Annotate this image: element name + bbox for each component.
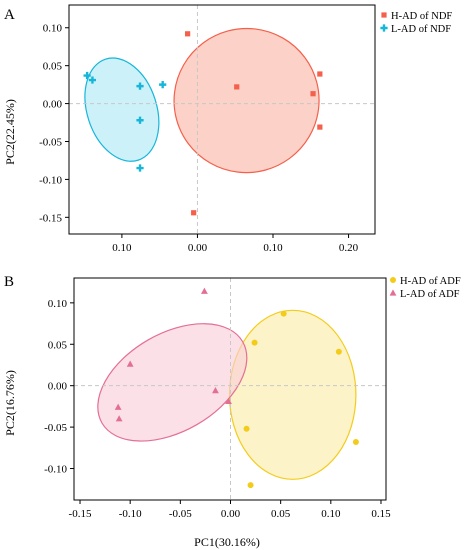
panel-a-series-0-point-4: [317, 124, 323, 130]
panel-a-x-tick-label-1: 0.00: [188, 242, 208, 254]
panel-b-series-1-point-1: [126, 360, 134, 367]
panel-a-y-tick-label-2: -0.05: [39, 136, 62, 148]
panel-b-legend-label-l-ad: L-AD of ADF: [400, 289, 460, 300]
panel-b-x-tick-label-1: -0.10: [119, 508, 142, 520]
panel-a: 0.10 0.00 0.10 0.20 -0.15 -0.10 -0.05 0.00 0.05 0…: [3, 4, 452, 254]
panel-b-legend-marker-1: [389, 289, 397, 296]
panel-b-y-axis-title: PC2(16.76%): [3, 370, 17, 436]
panel-a-legend-marker-1: [380, 24, 388, 32]
panel-b-x-tick-label-2: -0.05: [169, 508, 192, 520]
panel-a-y-tick-label-5: 0.10: [43, 23, 63, 35]
panel-b-x-tick-label-4: 0.05: [271, 508, 291, 520]
panel-b-series-1-point-4: [114, 403, 122, 410]
panel-a-series-0-point-0: [185, 31, 191, 37]
panel-a-series-1-point-4: [136, 116, 144, 124]
panel-b-x-axis-title: PC1(30.16%): [194, 535, 260, 549]
panel-a-series-0-point-1: [234, 84, 240, 90]
panel-b-letter: B: [4, 274, 14, 290]
panel-b-y-tick-label-0: -0.10: [44, 464, 67, 476]
panel-b-series-0-point-0: [280, 310, 287, 317]
panel-a-x-tick-label-2: 0.10: [263, 242, 283, 254]
panel-a-y-tick-label-1: -0.10: [39, 174, 62, 186]
panel-b-series-0-point-3: [243, 425, 250, 432]
panel-a-plot-frame: [68, 4, 376, 235]
panel-a-y-axis-title: PC2(22.45%): [3, 99, 17, 165]
panel-a-series-1-point-0: [83, 71, 91, 80]
panel-b-series-1-point-5: [115, 415, 123, 422]
panel-b-x-tick-label-5: 0.10: [321, 508, 341, 520]
panel-a-series-0-point-2: [310, 91, 316, 97]
panel-b-series-0-point-2: [335, 348, 342, 355]
panel-b-plot-area: -0.15 -0.10 -0.05 0.00 0.05 0.10 0.15 -0.10 -0.0…: [44, 277, 391, 520]
panel-b-legend-item-h-ad: H-AD of ADF: [390, 276, 461, 287]
panel-b-legend-symbol-1: [389, 289, 397, 296]
panel-a-legend-label-l-ad: L-AD of NDF: [391, 24, 451, 35]
panel-b-x-tick-label-3: 0.00: [221, 508, 241, 520]
panel-b-series-0-point-4: [352, 439, 359, 446]
panel-b-confidence-ellipse-0: [228, 309, 357, 480]
panel-a-confidence-ellipse-1: [84, 57, 160, 162]
panel-a-legend-symbol-0: [381, 12, 387, 18]
panel-a-series-0-point-3: [317, 71, 323, 77]
panel-a-series-0-point-5: [191, 210, 197, 216]
panel-a-confidence-ellipse-0: [173, 27, 320, 174]
panel-b-x-tick-label-0: -0.15: [69, 508, 92, 520]
panel-b-legend-item-l-ad: L-AD of ADF: [389, 289, 460, 300]
panel-a-plot-area: 0.10 0.00 0.10 0.20 -0.15 -0.10 -0.05 0.00 0.05 0…: [39, 4, 376, 254]
panel-a-legend: H-AD of NDF L-AD of NDF: [380, 11, 452, 35]
panel-a-y-tick-label-0: -0.15: [39, 212, 62, 224]
panel-b-plot-frame: [73, 277, 387, 501]
panel-b-confidence-ellipse-1: [97, 323, 248, 442]
panel-a-y-tick-label-3: 0.00: [43, 99, 63, 111]
panel-a-legend-label-h-ad: H-AD of NDF: [391, 11, 452, 22]
panel-b-legend-label-h-ad: H-AD of ADF: [400, 276, 461, 287]
panel-a-letter: A: [4, 7, 15, 23]
panel-a-series-1-point-3: [159, 81, 167, 89]
panel-b-legend: H-AD of ADF L-AD of ADF: [389, 276, 461, 300]
panel-b-y-tick-label-2: 0.00: [48, 381, 68, 393]
panel-a-series-1-point-2: [136, 82, 144, 90]
panel-a-series-1-point-5: [136, 164, 144, 172]
panel-a-x-tick-label-0: 0.10: [112, 242, 132, 254]
panel-b-y-tick-label-1: -0.05: [44, 422, 67, 434]
panel-b-x-tick-label-6: 0.15: [371, 508, 391, 520]
panel-b-series-1-point-3: [225, 397, 232, 405]
panel-b-series-0-point-1: [251, 339, 258, 346]
panel-b-series-1-point-2: [212, 387, 219, 394]
panel-b-y-tick-label-3: 0.05: [48, 339, 68, 351]
panel-a-y-tick-label-4: 0.05: [43, 61, 63, 73]
panel-a-x-tick-label-3: 0.20: [339, 242, 359, 254]
panel-a-legend-item-h-ad: H-AD of NDF: [381, 11, 452, 22]
panel-b-series-1-point-0: [201, 287, 208, 294]
panel-b-legend-symbol-0: [390, 277, 396, 283]
panel-a-legend-item-l-ad: L-AD of NDF: [380, 24, 451, 35]
panel-b-legend-marker-0: [390, 277, 396, 283]
panel-b-y-tick-label-4: 0.10: [48, 298, 68, 310]
panel-b: -0.15 -0.10 -0.05 0.00 0.05 0.10 0.15 -0.10 -0.0…: [3, 274, 461, 549]
panel-a-legend-symbol-1: [380, 24, 388, 32]
panel-a-legend-marker-0: [381, 12, 387, 18]
panel-b-series-0-point-5: [247, 482, 254, 489]
panel-a-series-1-point-1: [88, 76, 97, 84]
